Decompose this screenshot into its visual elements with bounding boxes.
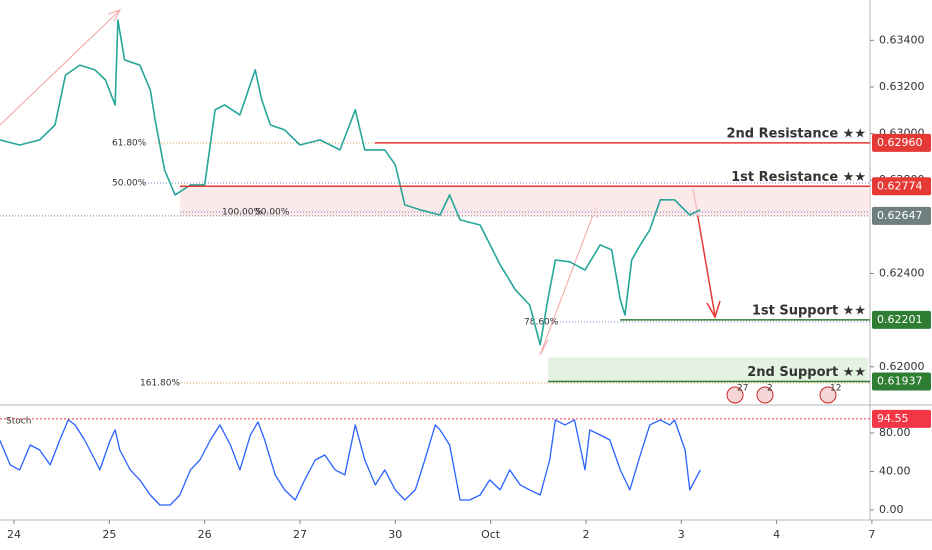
level-badge: [872, 206, 931, 225]
event-count: 2: [767, 384, 773, 394]
level-value: 0.62201: [877, 313, 923, 326]
y-tick-label: 0.62000: [879, 360, 925, 373]
level-value: 94.55: [877, 412, 909, 425]
x-tick-label: 2: [582, 528, 589, 541]
fib-label: 50.00%: [112, 179, 147, 189]
y-tick-label: 0.00: [879, 503, 904, 516]
trend-line: [539, 206, 597, 356]
price-line: [0, 19, 701, 346]
level-badge: [872, 310, 931, 329]
event-count: 12: [830, 384, 841, 394]
x-tick-label: 4: [773, 528, 780, 541]
x-tick-label: 27: [293, 528, 307, 541]
level-name: 1st Resistance ★★: [731, 170, 866, 185]
fib-label: 61.80%: [112, 139, 147, 149]
projection-arrow-head: [706, 300, 721, 319]
x-tick-label: 24: [7, 528, 21, 541]
level-badge: [872, 372, 931, 391]
fib-label: 161.80%: [140, 379, 180, 389]
x-tick-label: 30: [388, 528, 402, 541]
y-tick-label: 80.00: [879, 426, 911, 439]
resistance-zone: [180, 186, 870, 216]
level-value: 0.62774: [877, 179, 923, 192]
level-badge: [872, 177, 931, 196]
x-tick-label: 3: [678, 528, 685, 541]
event-count: 27: [737, 384, 748, 394]
trend-arrow-head: [107, 9, 122, 22]
y-tick-label: 0.63400: [879, 33, 925, 46]
trend-line: [0, 9, 121, 126]
level-value: 0.61937: [877, 374, 923, 387]
fib-label: 50.00%: [255, 208, 290, 218]
level-badge: [872, 133, 931, 152]
level-value: 0.62960: [877, 136, 923, 149]
level-name: 2nd Support ★★: [747, 365, 866, 380]
stoch-line: [0, 419, 701, 506]
support-zone: [548, 357, 868, 382]
fib-label: 78.60%: [524, 318, 559, 328]
x-tick-label: 26: [198, 528, 212, 541]
trend-line: [539, 339, 549, 356]
y-tick-label: 0.63200: [879, 80, 925, 93]
level-name: 1st Support ★★: [752, 303, 866, 318]
level-badge: [872, 409, 931, 428]
level-name: 2nd Resistance ★★: [727, 126, 867, 141]
y-tick-label: 40.00: [879, 464, 911, 477]
x-tick-label: Oct: [481, 528, 501, 541]
event-icon: [819, 386, 837, 404]
event-icon: [756, 386, 774, 404]
x-tick-label: 25: [102, 528, 116, 541]
level-value: 0.62647: [877, 209, 923, 222]
fib-label: 100.00%: [222, 208, 262, 218]
x-tick-label: 7: [868, 528, 875, 541]
indicator-title: Stoch: [6, 417, 31, 427]
y-tick-label: 0.62400: [879, 266, 925, 279]
event-icon: [726, 386, 744, 404]
